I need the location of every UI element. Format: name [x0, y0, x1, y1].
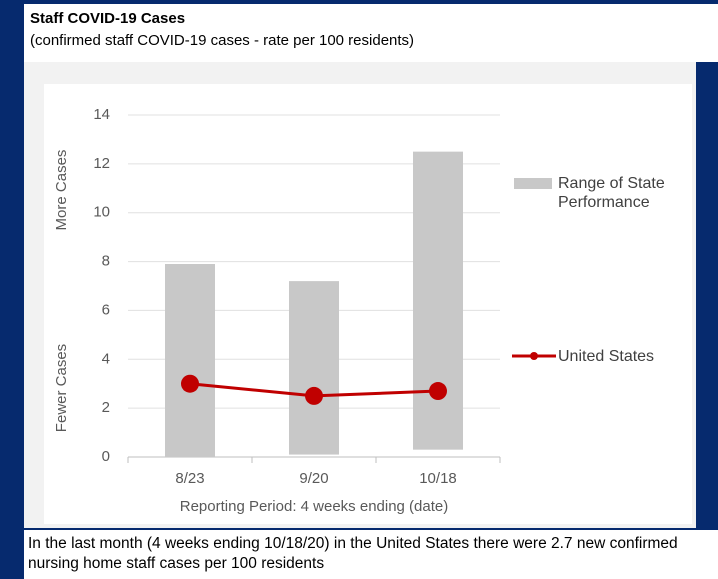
caption-box: In the last month (4 weeks ending 10/18/… [24, 530, 718, 579]
legend-label: Range of State Performance [558, 175, 665, 211]
chart-subtitle: (confirmed staff COVID-19 cases - rate p… [30, 32, 415, 49]
y-tick-label: 14 [93, 106, 110, 123]
x-tick-label: 9/20 [299, 470, 328, 487]
header: Staff COVID-19 Cases (confirmed staff CO… [24, 4, 718, 62]
chart-title: Staff COVID-19 Cases [30, 10, 186, 27]
range-bar [165, 264, 215, 457]
line-marker [429, 382, 447, 401]
line-marker [305, 386, 323, 405]
range-bar [289, 281, 339, 455]
y-axis-label: More Cases [53, 150, 70, 231]
legend-marker [530, 352, 538, 360]
plot-background [44, 84, 692, 524]
caption: In the last month (4 weeks ending 10/18/… [28, 535, 678, 572]
y-tick-label: 2 [102, 399, 110, 416]
legend-swatch [514, 178, 552, 189]
x-axis-label: Reporting Period: 4 weeks ending (date) [180, 498, 449, 515]
legend-label: United States [558, 348, 654, 365]
range-bar [413, 151, 463, 450]
chart: 0 2 4 6 8 10 12 14 8/23 9/20 10/18 United States Rep… [44, 84, 692, 524]
y-tick-label: 12 [93, 155, 110, 172]
y-tick-label: 0 [102, 448, 110, 465]
y-axis-label: Fewer Cases [53, 344, 70, 432]
y-tick-label: 10 [93, 204, 110, 221]
y-tick-label: 6 [102, 301, 110, 318]
y-tick-label: 4 [102, 350, 110, 367]
line-marker [181, 374, 199, 393]
y-tick-label: 8 [102, 253, 110, 270]
x-tick-label: 10/18 [419, 470, 457, 487]
x-tick-label: 8/23 [175, 470, 204, 487]
